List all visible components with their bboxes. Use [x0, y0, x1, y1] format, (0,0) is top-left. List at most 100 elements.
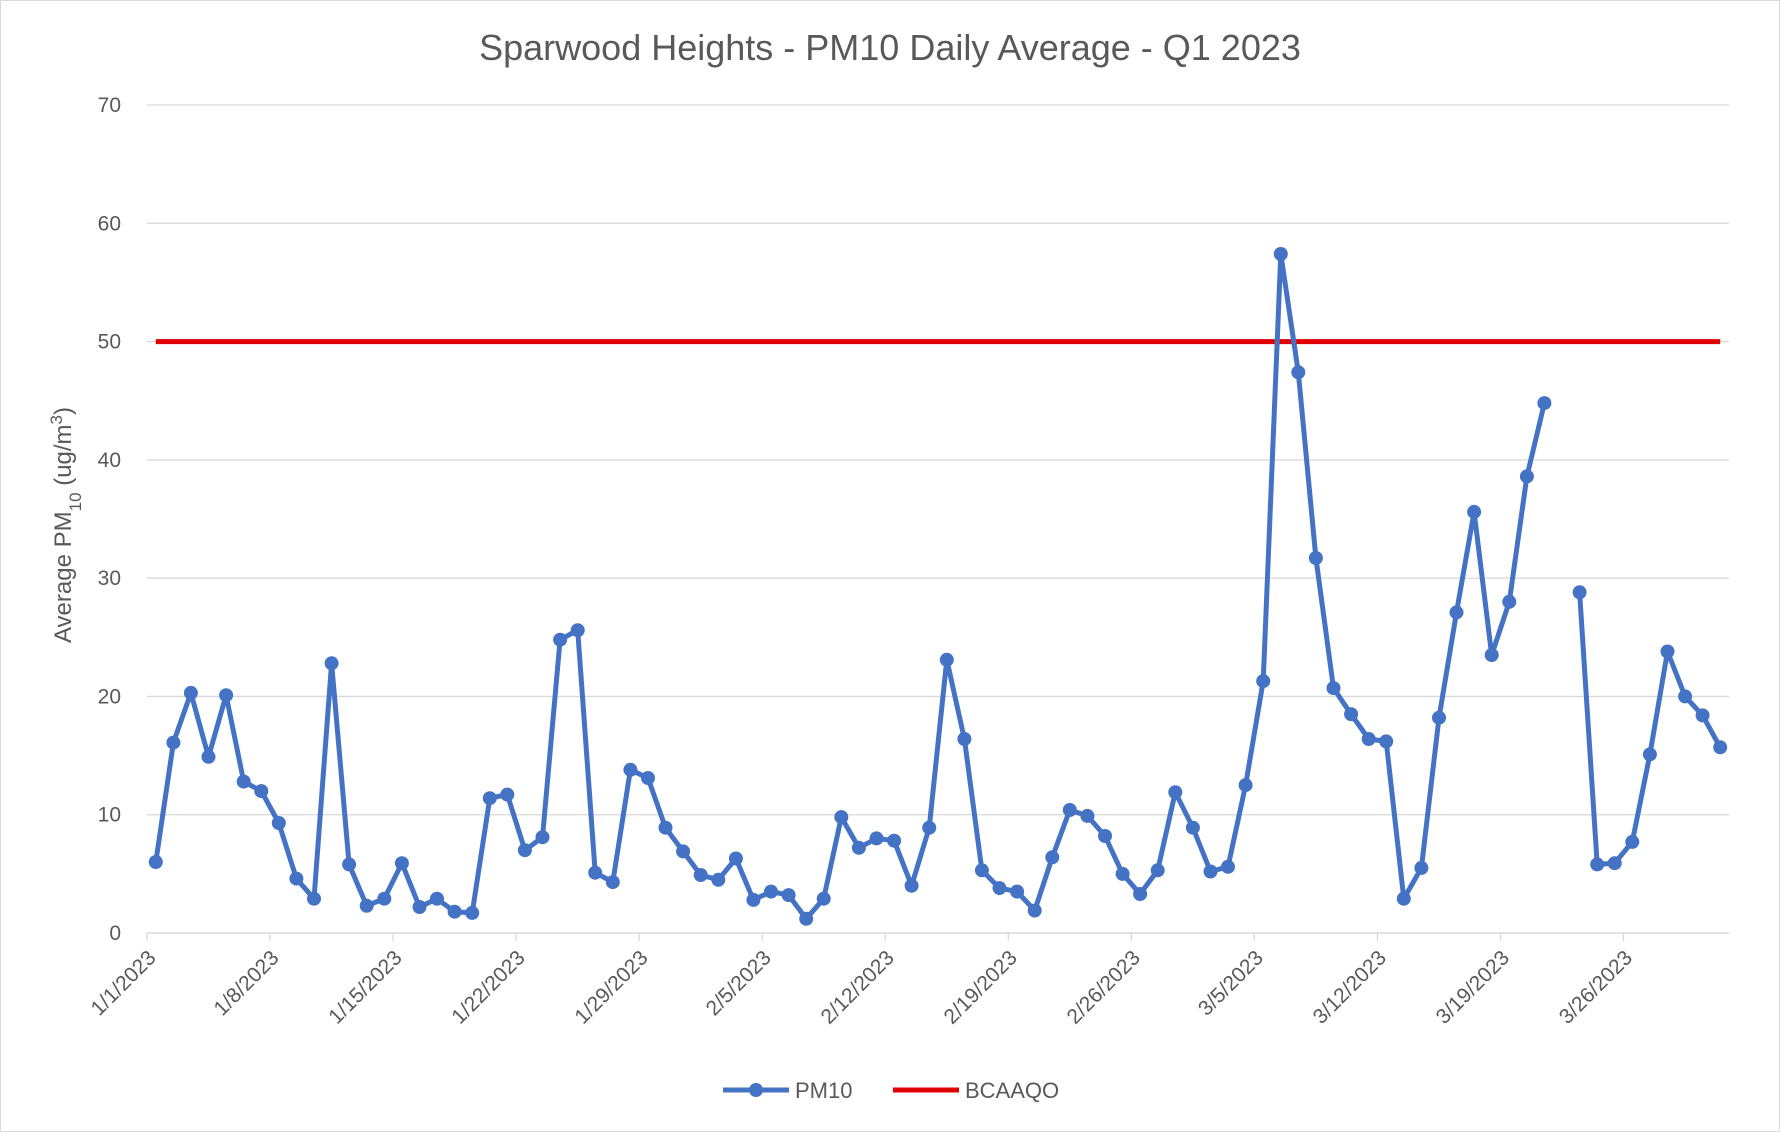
pm10-point — [359, 898, 374, 913]
pm10-point — [746, 892, 761, 907]
y-axis-title-unit-close: ) — [50, 407, 77, 415]
x-axis-tick-labels: 1/1/2023 1/8/2023 1/15/2023 1/22/2023 1/29/2… — [86, 946, 1637, 1028]
pm10-point — [1572, 585, 1587, 600]
pm10-point — [430, 891, 444, 906]
y-tick-label: 20 — [98, 685, 121, 708]
x-tick-label: 3/26/2023 — [1555, 946, 1637, 1028]
pm10-point — [904, 878, 919, 893]
pm10-point — [1590, 857, 1605, 872]
pm10-point — [1625, 834, 1640, 849]
pm10-point — [1133, 887, 1148, 901]
pm10-point — [500, 787, 515, 802]
pm10-point — [1519, 469, 1534, 484]
pm10-point — [1396, 891, 1411, 906]
pm10-point — [711, 872, 726, 887]
pm10-point — [588, 865, 603, 880]
pm10-point — [447, 904, 462, 919]
pm10-point — [1344, 707, 1359, 722]
pm10-point — [377, 891, 392, 906]
pm10-point — [1695, 708, 1710, 723]
pm10-point — [1379, 734, 1394, 749]
pm10-point — [1502, 594, 1517, 609]
pm10-point — [658, 820, 673, 835]
x-tick-label: 2/26/2023 — [1063, 946, 1145, 1028]
x-tick-label: 1/22/2023 — [447, 946, 529, 1028]
pm10-point — [1168, 785, 1183, 800]
pm10-point — [1115, 866, 1130, 881]
pm10-point — [1291, 365, 1306, 380]
pm10-point — [465, 905, 480, 920]
pm10-point — [1080, 808, 1095, 823]
x-tick-label: 1/29/2023 — [570, 946, 652, 1028]
pm10-point — [1098, 829, 1112, 843]
pm10-point — [799, 911, 814, 926]
pm10-point — [324, 656, 339, 671]
pm10-point — [676, 844, 691, 859]
pm10-point — [1221, 859, 1235, 874]
pm10-point — [394, 856, 409, 871]
pm10-point — [1045, 850, 1060, 865]
y-tick-label: 10 — [98, 804, 121, 827]
pm10-point — [939, 652, 954, 667]
pm10-point — [1607, 856, 1622, 871]
pm10-point — [307, 891, 321, 906]
y-tick-label: 60 — [98, 212, 121, 235]
x-tick-label: 2/19/2023 — [940, 946, 1022, 1028]
pm10-point — [992, 881, 1007, 896]
pm10-series — [148, 247, 1728, 926]
pm10-point — [605, 875, 620, 890]
pm10-point — [1414, 860, 1429, 875]
y-tick-label: 40 — [98, 449, 121, 472]
pm10-point — [1361, 732, 1376, 746]
pm10-point — [553, 632, 568, 647]
x-tick-label: 2/12/2023 — [816, 946, 898, 1028]
pm10-point — [271, 816, 286, 830]
pm10-line — [1577, 592, 1723, 867]
pm10-point — [342, 857, 357, 872]
pm10-point — [1062, 803, 1077, 817]
pm10-point — [236, 774, 251, 789]
pm10-point — [1326, 681, 1341, 696]
pm10-point — [887, 833, 902, 848]
y-tick-label: 30 — [98, 567, 121, 590]
pm10-point — [1484, 648, 1499, 662]
pm10-line — [153, 251, 1547, 922]
pm10-point — [482, 791, 497, 806]
pm10-point — [570, 623, 585, 638]
pm10-point — [1150, 863, 1165, 878]
pm10-point — [1027, 903, 1042, 918]
y-tick-label: 50 — [98, 331, 121, 354]
pm10-point — [1642, 747, 1657, 762]
x-tick-label: 1/1/2023 — [86, 946, 160, 1020]
pm10-point — [1238, 778, 1253, 793]
pm10-point — [974, 863, 989, 878]
y-axis-title: Average PM10 (ug/m3) — [47, 407, 85, 643]
pm10-point — [816, 891, 831, 906]
pm10-point — [764, 884, 778, 899]
pm10-point — [781, 888, 796, 903]
legend-item-pm10: PM10 — [723, 1078, 852, 1103]
pm10-point — [1678, 689, 1693, 704]
pm10-point — [412, 900, 427, 914]
pm10-point — [517, 843, 532, 858]
pm10-point — [148, 855, 163, 869]
pm10-point — [535, 830, 550, 845]
x-axis-tick-marks — [146, 933, 1625, 941]
y-tick-label: 70 — [98, 94, 121, 117]
y-axis-tick-labels: 0 10 20 30 40 50 60 70 — [98, 94, 121, 945]
pm10-point — [201, 749, 216, 764]
pm10-point — [641, 771, 655, 785]
legend: PM10 BCAAQO — [723, 1078, 1059, 1103]
legend-pm10-label: PM10 — [795, 1078, 852, 1103]
x-tick-label: 1/8/2023 — [210, 946, 284, 1020]
x-tick-label: 3/5/2023 — [1194, 946, 1268, 1020]
pm10-point — [1273, 247, 1288, 261]
legend-bcaaqo-label: BCAAQO — [965, 1078, 1059, 1103]
y-axis-title-unit-open: (ug/m — [50, 424, 77, 492]
pm10-point — [834, 810, 849, 825]
pm10-point — [289, 871, 304, 886]
grid-lines — [147, 104, 1729, 816]
pm10-point — [957, 732, 972, 746]
